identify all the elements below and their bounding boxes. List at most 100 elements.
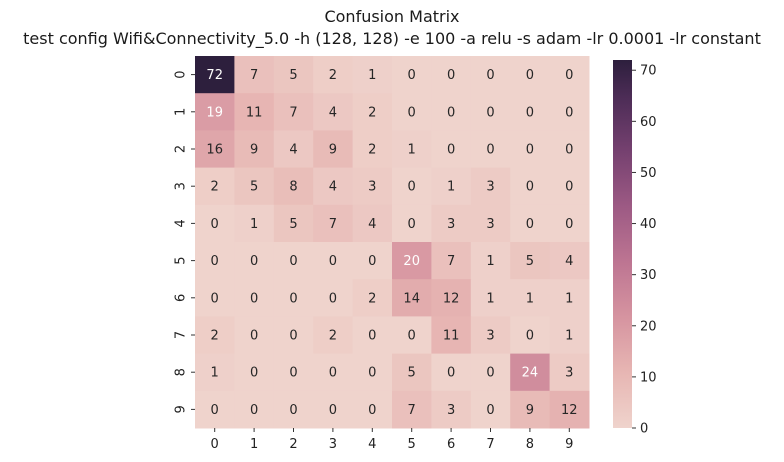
heatmap-cell-1-6	[431, 93, 472, 131]
heatmap-cell-8-3	[313, 353, 354, 392]
cell-value-label-7-1: 0	[250, 329, 258, 344]
y-tick-label-9: 9	[174, 405, 189, 413]
heatmap-cell-4-2	[273, 204, 314, 243]
cell-value-label-5-6: 7	[447, 254, 455, 269]
heatmap-cell-3-1	[234, 167, 275, 206]
heatmap-cell-2-4	[352, 130, 393, 169]
cell-value-label-7-7: 3	[486, 329, 494, 344]
cell-value-label-4-7: 3	[486, 217, 494, 232]
cell-value-label-4-9: 0	[565, 217, 573, 232]
heatmap-cells	[195, 56, 590, 429]
cell-value-label-8-6: 0	[447, 366, 455, 381]
heatmap-cell-labels: 72 7 5 2 1 0 0 0 0 019 11 7 4 2 0 0 0 0 016 9 4 9 2 1 0 0 0 02 5 8 4 3 0…	[206, 68, 577, 418]
heatmap-cell-0-4	[352, 56, 393, 94]
cell-value-label-3-9: 0	[565, 180, 573, 195]
cell-value-label-2-4: 2	[368, 143, 376, 158]
cell-value-label-3-3: 4	[329, 180, 337, 195]
cell-value-label-1-6: 0	[447, 105, 455, 120]
x-tick-label-6: 6	[447, 437, 455, 452]
cell-value-label-0-4: 1	[368, 68, 376, 83]
heatmap-cell-5-1	[234, 242, 275, 280]
cell-value-label-1-5: 0	[408, 105, 416, 120]
cell-value-label-8-4: 0	[368, 366, 376, 381]
cell-value-label-4-5: 0	[408, 217, 416, 232]
chart-subtitle: test config Wifi&Connectivity_5.0 -h (12…	[23, 29, 761, 48]
heatmap-cell-4-3	[313, 204, 354, 243]
cell-value-label-2-2: 4	[289, 143, 297, 158]
cell-value-label-5-2: 0	[289, 254, 297, 269]
heatmap-cell-7-3	[313, 316, 354, 355]
cell-value-label-3-4: 3	[368, 180, 376, 195]
heatmap-cell-8-2	[273, 353, 314, 392]
cell-value-label-9-6: 3	[447, 403, 455, 418]
heatmap-cell-8-5	[392, 353, 432, 392]
heatmap-cell-3-9	[549, 167, 590, 206]
heatmap-cell-7-1	[234, 316, 275, 355]
cell-value-label-7-8: 0	[526, 329, 534, 344]
cell-value-label-9-0: 0	[211, 403, 219, 418]
heatmap-cell-3-5	[392, 167, 432, 206]
cell-value-label-5-5: 20	[403, 254, 420, 269]
cell-value-label-0-8: 0	[526, 68, 534, 83]
heatmap-cell-3-0	[195, 167, 235, 206]
cell-value-label-1-9: 0	[565, 105, 573, 120]
heatmap-cell-7-0	[195, 316, 235, 355]
cell-value-label-3-0: 2	[211, 180, 219, 195]
cell-value-label-8-0: 1	[211, 366, 219, 381]
heatmap-cell-2-3	[313, 130, 354, 169]
heatmap-cell-9-3	[313, 390, 354, 429]
x-tick-label-3: 3	[329, 437, 337, 452]
heatmap-cell-3-2	[273, 167, 314, 206]
heatmap-cell-9-1	[234, 390, 275, 429]
cell-value-label-5-0: 0	[211, 254, 219, 269]
heatmap-cell-1-3	[313, 93, 354, 131]
heatmap-cell-0-6	[431, 56, 472, 94]
heatmap-cell-3-6	[431, 167, 472, 206]
cell-value-label-1-0: 19	[206, 105, 223, 120]
cell-value-label-8-3: 0	[329, 366, 337, 381]
heatmap-cell-1-9	[549, 93, 590, 131]
y-tick-label-2: 2	[174, 145, 189, 153]
heatmap-cell-4-0	[195, 204, 235, 243]
heatmap-cell-6-4	[352, 279, 393, 317]
heatmap-cell-2-0	[195, 130, 235, 169]
heatmap-cell-7-8	[510, 316, 551, 355]
cell-value-label-8-7: 0	[486, 366, 494, 381]
heatmap-cell-3-8	[510, 167, 551, 206]
cell-value-label-7-0: 2	[211, 329, 219, 344]
colorbar-tick-label-0: 0	[640, 422, 648, 437]
cell-value-label-1-3: 4	[329, 105, 337, 120]
cell-value-label-5-3: 0	[329, 254, 337, 269]
cell-value-label-0-1: 7	[250, 68, 258, 83]
heatmap-cell-0-7	[470, 56, 511, 94]
heatmap-cell-9-4	[352, 390, 393, 429]
cell-value-label-6-2: 0	[289, 291, 297, 306]
cell-value-label-2-6: 0	[447, 143, 455, 158]
heatmap-cell-0-3	[313, 56, 354, 94]
heatmap-cell-0-1	[234, 56, 275, 94]
colorbar: 0 10 20 30 40 50 60 70	[613, 60, 657, 437]
cell-value-label-6-5: 14	[403, 291, 420, 306]
cell-value-label-9-3: 0	[329, 403, 337, 418]
heatmap-cell-5-4	[352, 242, 393, 280]
heatmap-cell-1-8	[510, 93, 551, 131]
cell-value-label-5-4: 0	[368, 254, 376, 269]
cell-value-label-3-5: 0	[408, 180, 416, 195]
cell-value-label-0-2: 5	[289, 68, 297, 83]
y-tick-label-6: 6	[174, 294, 189, 302]
heatmap-cell-0-8	[510, 56, 551, 94]
cell-value-label-6-1: 0	[250, 291, 258, 306]
cell-value-label-0-9: 0	[565, 68, 573, 83]
cell-value-label-8-2: 0	[289, 366, 297, 381]
cell-value-label-3-6: 1	[447, 180, 455, 195]
heatmap-cell-7-7	[470, 316, 511, 355]
cell-value-label-5-7: 1	[486, 254, 494, 269]
cell-value-label-7-9: 1	[565, 329, 573, 344]
heatmap-cell-1-0	[195, 93, 235, 131]
cell-value-label-5-9: 4	[565, 254, 573, 269]
cell-value-label-2-7: 0	[486, 143, 494, 158]
colorbar-tick-label-3: 30	[640, 268, 657, 283]
x-tick-label-1: 1	[250, 437, 258, 452]
x-axis: 0 1 2 3 4 5 6 7 8 9	[211, 428, 573, 452]
